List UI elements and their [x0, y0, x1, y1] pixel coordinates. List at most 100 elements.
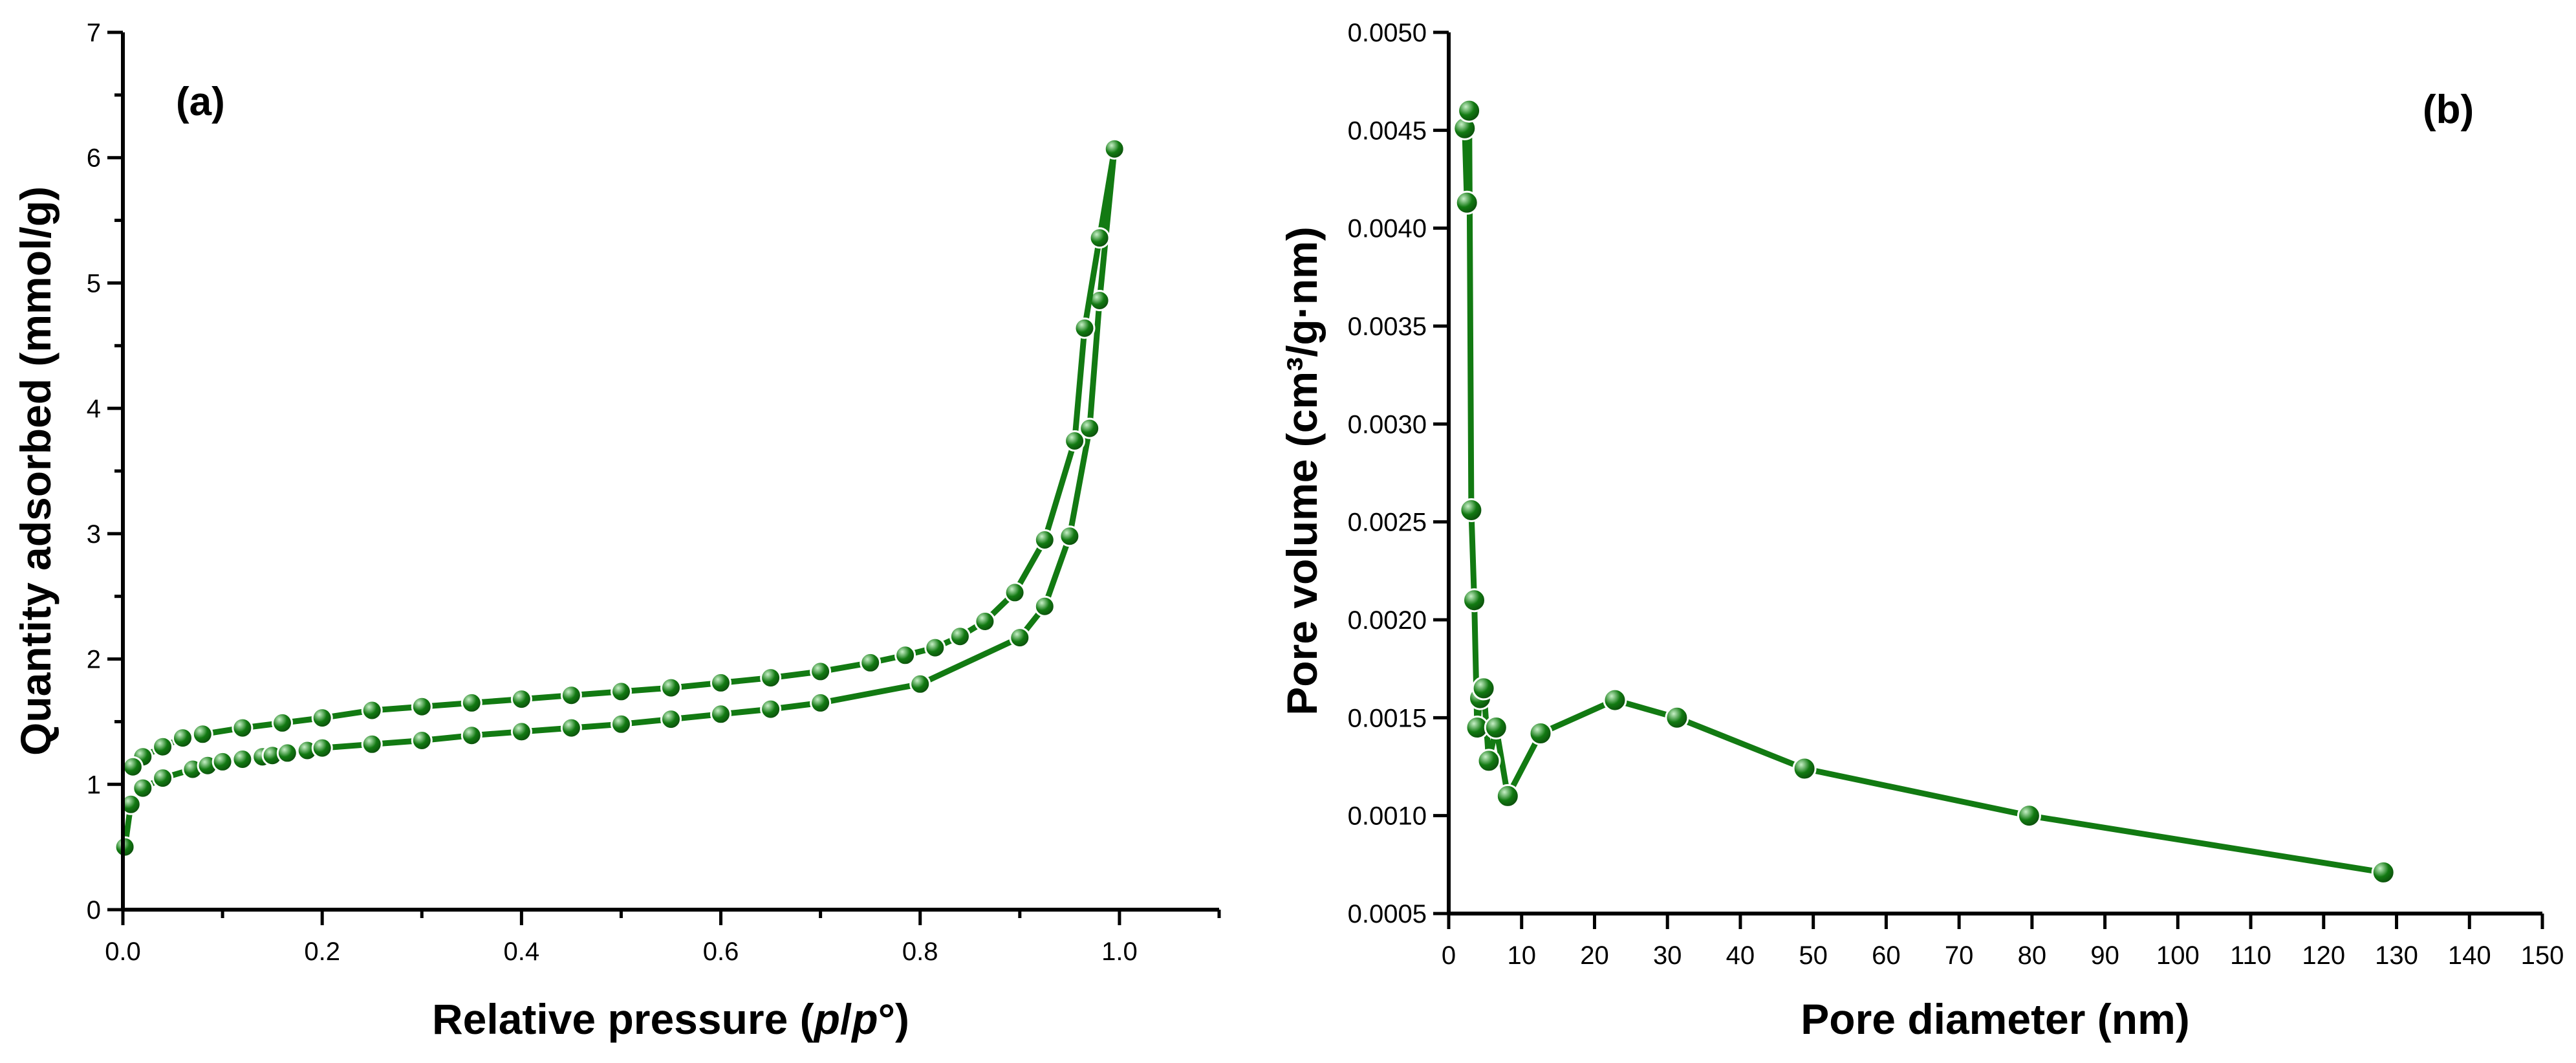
pore-axis-ticks: 0 10 20 30 40 50 60 70 80 90 100 110 120 130 140 150 0.0…: [1348, 19, 2564, 970]
pore-y-tick-label: 0.0035: [1348, 312, 1427, 341]
isotherm-desorption-point: [810, 661, 832, 683]
pore-pore-size-distribution-point: [1484, 716, 1508, 740]
isotherm-adsorption-point: [232, 749, 254, 770]
pore-pore-size-distribution-point: [2371, 860, 2396, 884]
pore-x-tick-label: 10: [1507, 941, 1536, 970]
pore-x-tick-label: 150: [2521, 941, 2564, 970]
isotherm-y-tick-label: 1: [87, 771, 101, 799]
isotherm-desorption-point: [510, 688, 532, 710]
isotherm-adsorption-line: [122, 148, 1118, 848]
isotherm-adsorption-point: [211, 751, 233, 773]
isotherm-desorption-line: [131, 148, 1118, 769]
isotherm-adsorption-point: [810, 692, 832, 714]
isotherm-adsorption-point: [611, 713, 632, 735]
pore-y-tick-label: 0.0020: [1348, 606, 1427, 635]
isotherm-desorption-point: [311, 707, 333, 729]
pore-x-tick-label: 100: [2156, 941, 2200, 970]
isotherm-adsorption-point: [1034, 595, 1055, 617]
isotherm-y-tick-label: 2: [87, 646, 101, 674]
isotherm-desorption-point: [411, 696, 433, 718]
isotherm-adsorption-point: [510, 721, 532, 743]
pore-panel-label: (b): [2423, 87, 2474, 132]
isotherm-desorption-point: [122, 756, 144, 778]
pore-pore-size-distribution-point: [1477, 749, 1501, 773]
pore-series: [1453, 98, 2396, 884]
isotherm-desorption-point: [611, 681, 632, 703]
isotherm-x-tick-label: 0.0: [105, 937, 141, 966]
isotherm-adsorption-point: [909, 673, 931, 695]
isotherm-desorption-point: [1034, 529, 1055, 551]
isotherm-desorption-point: [894, 644, 916, 666]
pore-x-tick-label: 30: [1653, 941, 1682, 970]
isotherm-desorption-point: [1088, 227, 1110, 249]
isotherm-adsorption-point: [460, 725, 482, 747]
pore-y-tick-label: 0.0005: [1348, 900, 1427, 928]
isotherm-adsorption-point: [132, 777, 154, 799]
isotherm-x-tick-label: 0.2: [304, 937, 340, 966]
isotherm-adsorption-point: [361, 733, 383, 755]
isotherm-y-tick-label: 4: [87, 395, 101, 423]
isotherm-desorption-point: [760, 667, 782, 689]
isotherm-y-tick-label: 0: [87, 896, 101, 925]
isotherm-adsorption-point: [660, 708, 682, 730]
pore-y-axis-title: Pore volume (cm³/g·nm): [1278, 226, 1326, 715]
isotherm-adsorption-point: [710, 703, 731, 725]
isotherm-x-tick-label: 0.4: [504, 937, 540, 966]
pore-y-tick-label: 0.0045: [1348, 116, 1427, 145]
pore-pore-size-distribution-point: [1462, 588, 1486, 613]
isotherm-desorption-point: [1064, 430, 1086, 452]
pore-pore-size-distribution-point: [2017, 804, 2041, 828]
pore-pore-size-distribution-point: [1603, 688, 1627, 712]
pore-pore-size-distribution-point: [1455, 190, 1479, 215]
isotherm-adsorption-point: [114, 836, 136, 858]
pore-x-tick-label: 130: [2375, 941, 2418, 970]
pore-y-tick-label: 0.0040: [1348, 215, 1427, 243]
isotherm-desorption-point: [172, 727, 193, 749]
isotherm-desorption-point: [460, 692, 482, 714]
isotherm-desorption-point: [232, 717, 254, 739]
isotherm-adsorption-point: [152, 767, 174, 789]
isotherm-desorption-point: [860, 652, 882, 674]
pore-pore-size-distribution-point: [1459, 498, 1484, 522]
isotherm-x-axis-title: Relative pressure (p/p°): [432, 995, 909, 1043]
isotherm-adsorption-point: [411, 730, 433, 751]
isotherm-desorption-point: [152, 736, 174, 758]
pore-y-tick-label: 0.0010: [1348, 802, 1427, 831]
isotherm-desorption-point: [949, 626, 971, 648]
pore-x-tick-label: 120: [2302, 941, 2345, 970]
pore-distribution-panel: 0 10 20 30 40 50 60 70 80 90 100 110 120 130 140 150 0.0…: [1278, 19, 2564, 1043]
pore-x-tick-label: 110: [2230, 941, 2271, 970]
pore-x-tick-label: 80: [2018, 941, 2047, 970]
pore-x-tick-label: 90: [2090, 941, 2119, 970]
isotherm-desorption-point: [660, 677, 682, 699]
isotherm-adsorption-point: [560, 717, 582, 739]
isotherm-desorption-point: [1074, 317, 1096, 339]
pore-pore-size-distribution-point: [1792, 756, 1817, 781]
isotherm-desorption-point: [272, 712, 293, 734]
isotherm-adsorption-point: [276, 742, 298, 764]
isotherm-adsorption-point: [1079, 417, 1101, 439]
pore-pore-size-distribution-point: [1528, 721, 1553, 745]
isotherm-panel-label: (a): [176, 80, 225, 124]
isotherm-y-tick-label: 7: [87, 19, 101, 47]
pore-y-tick-label: 0.0050: [1348, 19, 1427, 47]
pore-pore-size-distribution-point: [1457, 98, 1482, 123]
pore-pore-size-distribution-point: [1665, 705, 1689, 730]
pore-x-axis-title: Pore diameter (nm): [1801, 995, 2189, 1043]
isotherm-x-tick-label: 0.6: [703, 937, 739, 966]
isotherm-desorption-point: [1103, 138, 1125, 160]
pore-x-tick-label: 40: [1726, 941, 1755, 970]
isotherm-y-axis-title: Quantity adsorbed (mmol/g): [12, 186, 60, 756]
isotherm-series: [114, 138, 1125, 858]
isotherm-desorption-point: [1004, 582, 1026, 604]
isotherm-desorption-point: [560, 685, 582, 707]
pore-x-tick-label: 50: [1799, 941, 1828, 970]
pore-y-tick-label: 0.0025: [1348, 509, 1427, 537]
pore-pore-size-distribution-line: [1462, 107, 2384, 875]
isotherm-panel: 0.0 0.2 0.4 0.6 0.8 1.0 0 1 2 3 4 5 6 7 (a) Relative …: [12, 19, 1221, 1043]
pore-pore-size-distribution-point: [1495, 784, 1520, 808]
pore-x-tick-label: 60: [1872, 941, 1901, 970]
isotherm-y-tick-label: 6: [87, 144, 101, 173]
isotherm-adsorption-point: [1009, 627, 1031, 649]
